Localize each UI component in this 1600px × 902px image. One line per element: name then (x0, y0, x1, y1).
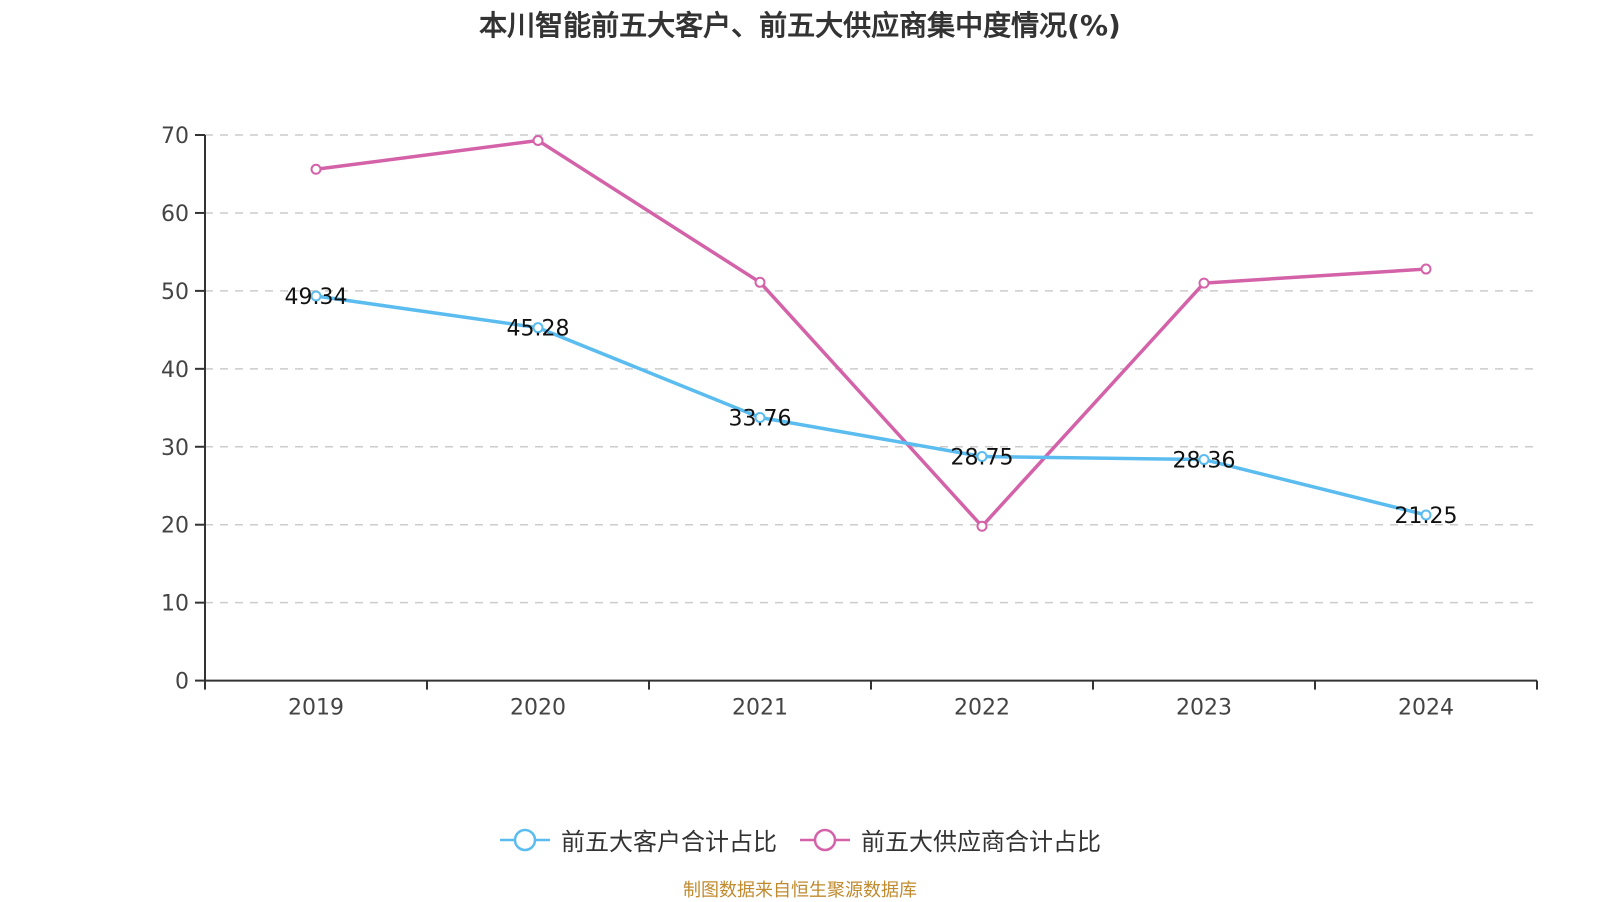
x-tick-label: 2019 (288, 696, 344, 721)
y-tick-label: 30 (161, 436, 189, 461)
x-tick-label: 2022 (954, 696, 1010, 721)
x-tick-label: 2024 (1398, 696, 1454, 721)
data-point (976, 520, 988, 532)
legend-item-customers[interactable]: 前五大客户合计占比 (499, 822, 777, 857)
y-tick-label: 50 (161, 280, 189, 305)
data-label: 45.28 (507, 317, 570, 342)
data-point (1198, 454, 1210, 466)
data-point (310, 163, 322, 175)
data-label: 49.34 (285, 285, 348, 310)
grid-lines (205, 134, 1537, 604)
legend-item-suppliers[interactable]: 前五大供应商合计占比 (799, 822, 1101, 857)
data-label: 28.36 (1173, 449, 1236, 474)
legend-label-suppliers: 前五大供应商合计占比 (861, 828, 1101, 856)
data-label: 28.75 (951, 446, 1014, 471)
series-line-1 (315, 138, 1427, 529)
data-label: 21.25 (1395, 504, 1458, 529)
series (310, 134, 1432, 532)
source-note: 制图数据来自恒生聚源数据库 (683, 880, 917, 901)
data-point (310, 290, 322, 302)
x-tick-label: 2023 (1176, 696, 1232, 721)
data-point (532, 322, 544, 334)
data-point (532, 134, 544, 146)
x-tick-label: 2021 (732, 696, 788, 721)
legend-marker-suppliers-icon (800, 828, 850, 851)
y-tick-label: 20 (161, 514, 189, 539)
data-point (1198, 277, 1210, 289)
legend: 前五大客户合计占比 前五大供应商合计占比 (0, 822, 1600, 857)
chart-title: 本川智能前五大客户、前五大供应商集中度情况(%) (479, 9, 1121, 42)
y-tick-label: 0 (175, 670, 189, 695)
data-point (754, 276, 766, 288)
data-labels: 49.34 45.28 33.76 28.75 28.36 21.25 (285, 285, 1458, 529)
data-label: 33.76 (729, 406, 792, 431)
axes: 0 10 20 30 40 50 60 70 2019 2020 2021 2022 2023 2024 (161, 124, 1538, 721)
y-tick-label: 10 (161, 592, 189, 617)
data-point (1420, 509, 1432, 521)
series-line-0 (315, 294, 1427, 517)
data-point (1420, 263, 1432, 275)
y-tick-label: 70 (161, 124, 189, 149)
y-tick-label: 60 (161, 202, 189, 227)
legend-label-customers: 前五大客户合计占比 (561, 828, 777, 856)
y-tick-label: 40 (161, 358, 189, 383)
legend-marker-customers-icon (500, 828, 550, 851)
data-point (976, 451, 988, 463)
data-point (754, 411, 766, 423)
x-tick-label: 2020 (510, 696, 566, 721)
